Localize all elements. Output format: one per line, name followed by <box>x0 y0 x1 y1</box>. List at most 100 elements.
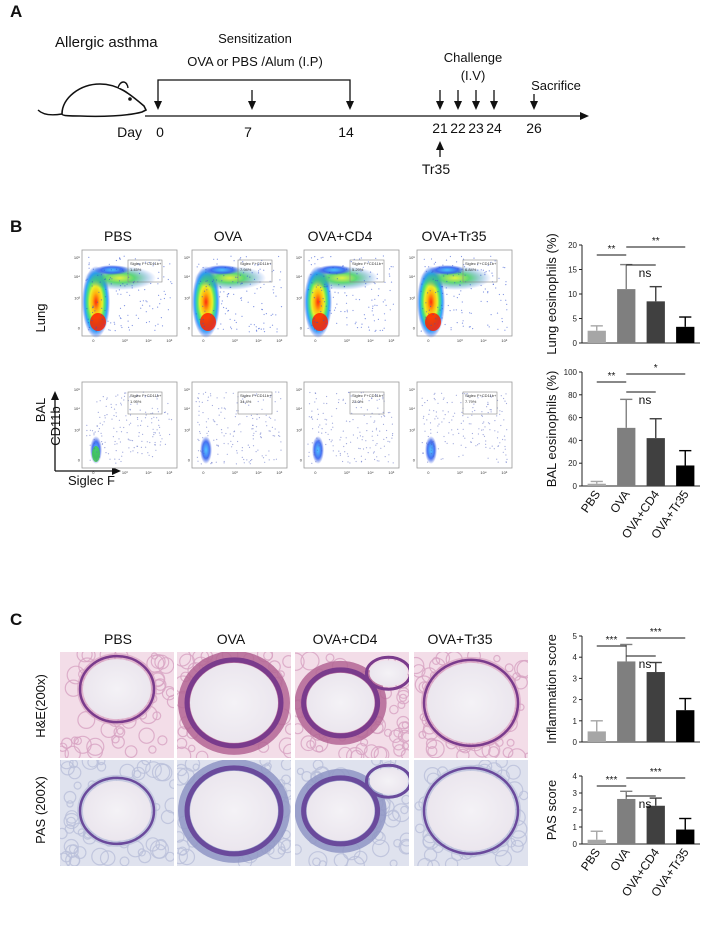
flow-y-tick: 0 <box>188 457 191 462</box>
group-label-ova: OVA <box>214 228 243 244</box>
flow-x-tick: 10⁴ <box>255 338 261 343</box>
flow-y-tick: 0 <box>78 457 81 462</box>
day-7: 7 <box>244 124 252 140</box>
gate-percent: 1.45% <box>130 267 142 272</box>
flow-y-tick: 10⁵ <box>409 387 415 392</box>
x-tick-label: OVA <box>607 488 632 516</box>
y-tick-label: 0 <box>573 840 578 849</box>
mouse-icon <box>37 81 148 118</box>
bar-ova-cd4 <box>646 805 665 844</box>
group-label-ova-tr35: OVA+Tr35 <box>422 228 487 244</box>
flow-y-tick: 10³ <box>74 427 80 432</box>
panel-a-letter: A <box>10 2 22 21</box>
bal-flow-plot-4: Siglec F+CD11b+7.79% 0 10³ 10⁴ 10⁵ 0 10³ 10⁴ 10⁵ <box>409 381 513 475</box>
gate-box <box>237 259 273 283</box>
y-tick-label: 60 <box>568 414 577 423</box>
flow-y-tick: 10⁴ <box>74 406 80 411</box>
flow-x-tick: 10³ <box>232 470 238 475</box>
bar-pbs <box>587 483 606 486</box>
group-label-ova-cd4: OVA+CD4 <box>308 228 373 244</box>
panel-b-letter: B <box>10 217 22 236</box>
flow-y-tick: 10⁴ <box>296 274 302 279</box>
sensitization-bracket <box>157 79 351 90</box>
flow-x-tick: 0 <box>92 338 95 343</box>
significance-label: ns <box>639 266 652 280</box>
gate-percent: 5.29% <box>352 267 364 272</box>
flow-x-tick: 10⁵ <box>501 338 507 343</box>
bar-ova <box>617 289 636 343</box>
lung-flow-plot-2: Siglec F+CD11b+7.94% 0 10³ 10⁴ 10⁵ 0 10³ 10⁴ 10⁵ <box>184 249 288 343</box>
bal-flow-plot-3: Siglec F+CD11b+23.0% 0 10³ 10⁴ 10⁵ 0 10³ 10⁴ 10⁵ <box>296 381 400 475</box>
gate-percent: 7.94% <box>240 267 252 272</box>
bar-pbs <box>587 839 606 844</box>
flow-x-tick: 10³ <box>457 470 463 475</box>
y-tick-label: 20 <box>568 241 577 250</box>
panel-c-letter: C <box>10 610 22 629</box>
sacrifice-label: Sacrifice <box>531 78 581 93</box>
y-tick-label: 1 <box>573 823 578 832</box>
significance-label: *** <box>650 767 662 778</box>
flow-x-tick: 10⁴ <box>367 470 373 475</box>
flow-x-tick: 10⁴ <box>480 470 486 475</box>
flow-x-tick: 0 <box>314 338 317 343</box>
histo-label-ova: OVA <box>217 631 246 647</box>
flow-y-tick: 0 <box>78 325 81 330</box>
bar-ova <box>617 798 636 844</box>
y-tick-label: 15 <box>568 266 577 275</box>
sensitization-title: Sensitization <box>218 31 292 46</box>
flow-x-tick: 10⁴ <box>145 470 151 475</box>
flow-y-tick: 10⁵ <box>74 255 80 260</box>
panel-a: A Allergic asthma Sensitization OVA or P… <box>10 2 589 177</box>
bar-ova-tr35 <box>676 829 695 844</box>
y-axis-label: PAS score <box>544 780 559 840</box>
sensitization-subtitle: OVA or PBS /Alum (I.P) <box>187 54 323 69</box>
flow-x-tick: 0 <box>202 470 205 475</box>
pas-histology-image-3 <box>295 760 409 866</box>
y-tick-label: 0 <box>573 738 578 747</box>
histology-images <box>60 652 528 866</box>
y-tick-label: 4 <box>573 653 578 662</box>
gate-box <box>462 259 498 283</box>
flow-x-tick: 10⁵ <box>388 470 394 475</box>
bar-ova-tr35 <box>676 326 695 343</box>
day-21: 21 <box>432 120 448 136</box>
he-histology-image-2 <box>177 652 291 758</box>
gate-label: Siglec F+CD11b+ <box>130 261 162 266</box>
y-axis-label: BAL eosinophils (%) <box>544 371 559 488</box>
flow-x-tick: 10⁴ <box>480 338 486 343</box>
day-arrows <box>154 90 538 157</box>
row-label-pas: PAS (200X) <box>33 776 48 844</box>
significance-label: ** <box>652 236 660 247</box>
bar-chart-3: 0 1 2 3 4 5 Inflammation score *** ns *** <box>544 627 700 747</box>
gate-percent: 1.95% <box>130 399 142 404</box>
flow-y-tick: 10³ <box>409 295 415 300</box>
significance-label: *** <box>606 775 618 786</box>
gate-box <box>349 391 385 415</box>
gate-percent: 23.0% <box>352 399 364 404</box>
flow-x-tick: 10⁴ <box>255 470 261 475</box>
y-axis-label: Inflammation score <box>544 634 559 744</box>
lung-flow-plot-3: Siglec F+CD11b+5.29% 0 10³ 10⁴ 10⁵ 0 10³ 10⁴ 10⁵ <box>296 249 400 343</box>
gate-label: Siglec F+CD11b+ <box>352 393 384 398</box>
flow-x-tick: 10⁵ <box>276 470 282 475</box>
y-tick-label: 4 <box>573 772 578 781</box>
flow-x-tick: 10⁵ <box>166 470 172 475</box>
significance-label: ns <box>639 657 652 671</box>
flow-y-tick: 10⁴ <box>409 274 415 279</box>
y-axis-label: Lung eosinophils (%) <box>544 233 559 354</box>
x-axis-siglecf: Siglec F <box>68 473 115 488</box>
lung-flow-plot-4: Siglec F+CD11b+6.84% 0 10³ 10⁴ 10⁵ 0 10³ 10⁴ 10⁵ <box>409 249 513 343</box>
flow-y-tick: 0 <box>413 457 416 462</box>
flow-x-tick: 10³ <box>232 338 238 343</box>
y-tick-label: 0 <box>573 339 578 348</box>
flow-x-tick: 10³ <box>344 338 350 343</box>
y-tick-label: 80 <box>568 391 577 400</box>
challenge-subtitle: (I.V) <box>461 68 486 83</box>
bar-ova-cd4 <box>646 438 665 486</box>
flow-y-tick: 10³ <box>184 427 190 432</box>
flow-x-tick: 10⁵ <box>388 338 394 343</box>
bar-chart-2: 0 20 40 60 80 100 BAL eosinophils (%) ** ns * PBS O… <box>544 363 700 541</box>
flow-x-tick: 10⁴ <box>145 338 151 343</box>
flow-x-tick: 0 <box>314 470 317 475</box>
